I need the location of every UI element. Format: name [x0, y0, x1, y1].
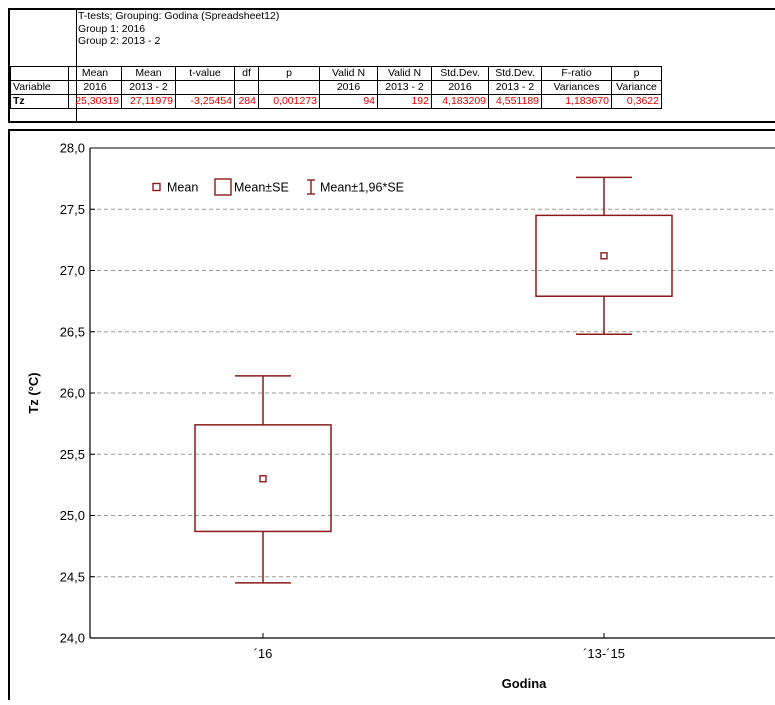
y-tick-label: 27,0 — [60, 263, 85, 278]
box-plot: 24,0 24,5 25,0 25,5 26,0 26,5 27,0 27,5 28,0 ´16 ´… — [26, 141, 775, 691]
col-header-top: Mean — [121, 66, 176, 81]
col-header-bottom — [175, 80, 235, 95]
col-header-bottom: 2013 - 2 — [121, 80, 176, 95]
col-header-bottom: 2013 - 2 — [488, 80, 542, 95]
legend-mean-marker — [152, 182, 161, 192]
col-header-bottom: 2013 - 2 — [377, 80, 432, 95]
y-tick-label: 27,5 — [60, 202, 85, 217]
table-cell[interactable]: 94 — [319, 94, 378, 109]
col-header-bottom: 2016 — [431, 80, 489, 95]
table-divider — [76, 10, 77, 121]
legend-ci-label: Mean±1,96*SE — [320, 181, 404, 195]
col-header-top: Std.Dev. — [431, 66, 489, 81]
header-line-3: Group 2: 2013 - 2 — [78, 35, 161, 47]
col-header-top: t-value — [175, 66, 235, 81]
col-header-top: F-ratio — [541, 66, 612, 81]
ttest-table: Mean Mean t-value df p Valid N Valid N S… — [10, 66, 662, 109]
y-tick-label: 26,0 — [60, 386, 85, 401]
col-header-bottom — [258, 80, 320, 95]
x-tick-label: ´16 — [254, 646, 273, 661]
col-header-bottom: Variable — [10, 80, 69, 95]
y-tick-label: 24,0 — [60, 631, 85, 646]
table-header-text: T-tests; Grouping: Godina (Spreadsheet12… — [78, 10, 279, 48]
col-header-top: p — [258, 66, 320, 81]
col-header-top: df — [234, 66, 259, 81]
chart-panel: 24,0 24,5 25,0 25,5 26,0 26,5 27,0 27,5 28,0 ´16 ´… — [8, 129, 775, 700]
col-header-top: Valid N — [377, 66, 432, 81]
se-box — [194, 424, 332, 533]
table-cell[interactable]: 4,551189 — [488, 94, 542, 109]
table-cell[interactable]: 284 — [234, 94, 259, 109]
y-tick-label: 25,0 — [60, 508, 85, 523]
col-header-top: p — [611, 66, 662, 81]
table-cell[interactable]: 1,183670 — [541, 94, 612, 109]
col-header-bottom — [234, 80, 259, 95]
table-cell[interactable]: -3,25454 — [175, 94, 235, 109]
header-line-1: T-tests; Grouping: Godina (Spreadsheet12… — [78, 10, 280, 22]
table-row: Tz 25,30319 27,11979 -3,25454 284 0,0012… — [10, 94, 662, 109]
legend-se-label: Mean±SE — [234, 181, 289, 195]
mean-marker — [600, 252, 608, 260]
col-header-top: Valid N — [319, 66, 378, 81]
y-tick-label: 26,5 — [60, 324, 85, 339]
y-tick-label: 25,5 — [60, 447, 85, 462]
col-header-bottom: 2016 — [68, 80, 122, 95]
x-axis-label: Godina — [502, 676, 548, 691]
table-header-row-bottom: Variable 2016 2013 - 2 2016 2013 - 2 201… — [10, 80, 662, 95]
y-tick-label: 28,0 — [60, 141, 85, 156]
col-header-top — [10, 66, 69, 81]
table-cell[interactable]: 27,11979 — [121, 94, 176, 109]
y-tick-label: 24,5 — [60, 569, 85, 584]
table-cell[interactable]: 192 — [377, 94, 432, 109]
col-header-top: Mean — [68, 66, 122, 81]
col-header-bottom: Variance — [611, 80, 662, 95]
col-header-bottom: 2016 — [319, 80, 378, 95]
col-header-bottom: Variances — [541, 80, 612, 95]
table-cell[interactable]: 0,001273 — [258, 94, 320, 109]
mean-marker — [259, 475, 267, 483]
legend-mean-label: Mean — [167, 181, 198, 195]
col-header-top: Std.Dev. — [488, 66, 542, 81]
table-cell[interactable]: 0,3622 — [611, 94, 662, 109]
ttest-table-panel: T-tests; Grouping: Godina (Spreadsheet12… — [8, 8, 775, 123]
table-header-row-top: Mean Mean t-value df p Valid N Valid N S… — [10, 66, 662, 81]
header-line-2: Group 1: 2016 — [78, 22, 146, 35]
table-cell[interactable]: 4,183209 — [431, 94, 489, 109]
y-axis-label: Tz (°C) — [26, 372, 41, 413]
se-box — [535, 214, 673, 297]
variable-cell[interactable]: Tz — [10, 94, 69, 109]
table-cell[interactable]: 25,30319 — [68, 94, 122, 109]
legend-se-marker — [214, 178, 232, 196]
x-tick-label: ´13-´15 — [583, 646, 625, 661]
